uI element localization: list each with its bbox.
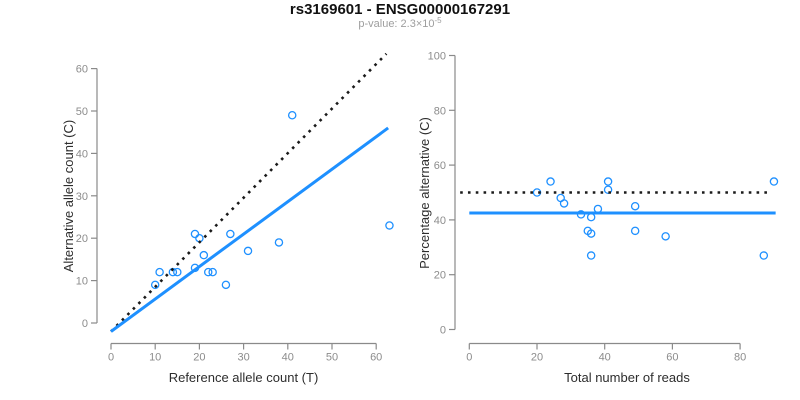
data-point <box>199 250 209 260</box>
pvalue-exponent: -5 <box>434 16 442 25</box>
figure-subtitle: p-value: 2.3×10-5 <box>0 16 800 30</box>
data-point <box>603 185 613 195</box>
y-tick-label: 100 <box>428 51 446 63</box>
x-tick-label: 50 <box>326 352 338 364</box>
x-tick-label: 0 <box>108 352 114 364</box>
data-point <box>559 199 569 208</box>
y-tick-label: 40 <box>76 148 88 160</box>
data-point <box>203 267 213 277</box>
data-point <box>226 229 235 239</box>
data-point <box>661 232 670 241</box>
data-point <box>603 177 613 186</box>
x-tick-label: 60 <box>370 352 382 364</box>
x-tick-label: 30 <box>237 352 249 364</box>
y-axis-title: Percentage alternative (C) <box>417 117 432 269</box>
data-point <box>150 280 160 290</box>
y-tick-label: 0 <box>82 318 88 330</box>
y-tick-label: 40 <box>434 215 446 227</box>
data-point <box>287 110 297 120</box>
y-tick-label: 10 <box>76 276 88 288</box>
data-point <box>155 267 164 277</box>
pvalue-text: p-value: 2.3×10 <box>358 18 435 30</box>
data-point <box>769 177 779 186</box>
y-tick-label: 20 <box>76 233 88 245</box>
data-point <box>630 201 640 211</box>
x-tick-label: 20 <box>531 352 543 364</box>
y-tick-label: 60 <box>76 64 88 76</box>
y-tick-label: 50 <box>76 106 88 118</box>
data-point <box>385 221 394 230</box>
identity-line <box>110 52 388 333</box>
y-tick-label: 80 <box>434 105 446 117</box>
y-tick-label: 30 <box>76 191 88 203</box>
data-point <box>546 177 555 186</box>
figure-title: rs3169601 - ENSG00000167291 <box>289 1 511 18</box>
data-point <box>173 267 182 277</box>
regression-line <box>110 126 390 333</box>
x-tick-label: 40 <box>599 352 611 364</box>
data-point <box>221 280 231 290</box>
x-axis-title: Total number of reads <box>564 370 690 385</box>
data-point <box>586 212 596 222</box>
y-tick-label: 20 <box>434 270 446 282</box>
x-tick-label: 20 <box>193 352 205 364</box>
data-point <box>759 251 769 260</box>
x-tick-label: 40 <box>282 352 294 364</box>
y-axis-title: Alternative allele count (C) <box>61 120 76 272</box>
data-point <box>243 246 253 256</box>
x-axis-title: Reference allele count (T) <box>169 370 319 385</box>
x-tick-label: 60 <box>666 352 678 364</box>
x-tick-label: 10 <box>149 352 161 364</box>
y-tick-label: 0 <box>440 325 446 337</box>
data-point <box>593 204 603 214</box>
data-point <box>190 229 200 239</box>
data-point <box>208 267 217 277</box>
data-point <box>630 226 640 236</box>
data-point <box>586 251 596 260</box>
data-point <box>274 238 284 247</box>
x-tick-label: 80 <box>734 352 746 364</box>
x-tick-label: 0 <box>466 352 472 364</box>
data-point <box>586 229 596 238</box>
y-tick-label: 60 <box>434 160 446 172</box>
